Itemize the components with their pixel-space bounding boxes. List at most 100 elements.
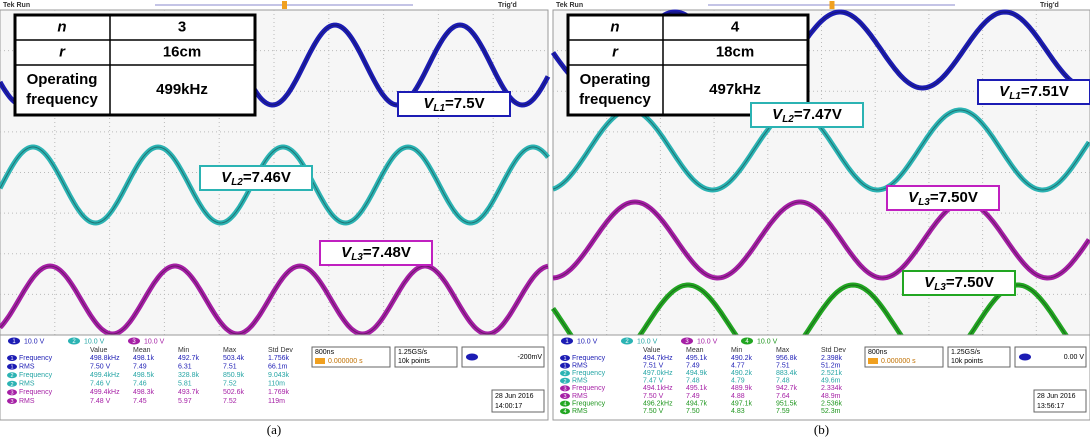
measure-cell: 498.5k [133, 372, 155, 379]
measure-name: Frequency [572, 385, 606, 392]
status-right: Trig'd [1040, 2, 1059, 9]
measure-channel: 1 [10, 365, 13, 371]
measure-cell: 4.79 [731, 378, 745, 385]
measure-cell: 7.51 [776, 362, 790, 369]
measure-cell: 494.7kHz [643, 355, 673, 362]
measure-cell: 1.756k [268, 355, 290, 362]
measure-cell: 494.7k [686, 400, 708, 407]
timebase: 800ns [868, 349, 888, 356]
measure-name: Frequency [19, 389, 53, 396]
measure-cell: 52.3m [821, 408, 841, 415]
status-right: Trig'd [498, 2, 517, 9]
measure-header: Value [643, 347, 660, 354]
voltage-label: VL1=7.5V [423, 95, 484, 114]
measure-cell: 7.50 V [90, 363, 111, 370]
measure-cell: 4.83 [731, 408, 745, 415]
trigger-level: 0.00 V [1064, 354, 1085, 361]
voltage-subscript: L1 [433, 103, 445, 114]
measure-cell: 499.4kHz [90, 372, 120, 379]
measure-name: RMS [572, 408, 588, 415]
scope-panel: Tek RunTrig'dn3r16cmOperatingfrequency49… [0, 0, 548, 437]
measure-cell: 7.64 [776, 393, 790, 400]
param-value: 16cm [163, 43, 201, 60]
channel-scale: 10.0 V [144, 338, 165, 345]
param-table: n4r18cmOperatingfrequency497kHz [568, 15, 808, 115]
status-left: Tek Run [3, 2, 30, 9]
date: 28 Jun 2016 [1037, 393, 1076, 400]
offset: 0.000000 s [328, 358, 363, 365]
measure-name: Frequency [572, 355, 606, 362]
measure-cell: 7.45 [133, 398, 147, 405]
measure-channel: 4 [563, 402, 566, 408]
param-key: frequency [26, 91, 98, 108]
status-left: Tek Run [556, 2, 583, 9]
measure-cell: 1.769k [268, 389, 290, 396]
voltage-value: =7.46V [243, 169, 291, 186]
measure-cell: 7.50 [686, 408, 700, 415]
measure-cell: 942.7k [776, 385, 798, 392]
voltage-value: =7.51V [1021, 83, 1069, 100]
trigger-marker [282, 1, 287, 9]
measure-cell: 7.46 V [90, 381, 111, 388]
trigger-badge [466, 354, 478, 361]
measure-header: Mean [133, 347, 151, 354]
channel-scale: 10.0 V [24, 338, 45, 345]
offset-marker [868, 358, 878, 364]
voltage-subscript: L3 [918, 197, 930, 208]
measure-name: Frequency [19, 372, 53, 379]
measure-cell: 883.4k [776, 370, 798, 377]
voltage-subscript: L1 [1009, 91, 1021, 102]
measure-channel: 2 [10, 373, 13, 379]
channel-scale: 10.0 V [84, 338, 105, 345]
measure-cell: 497.0kHz [643, 370, 673, 377]
measure-cell: 5.97 [178, 398, 192, 405]
voltage-value: =7.47V [794, 106, 842, 123]
measure-cell: 499.4kHz [90, 389, 120, 396]
measure-cell: 7.52 [223, 398, 237, 405]
measure-channel: 3 [10, 390, 13, 396]
offset-marker [315, 358, 325, 364]
measure-cell: 7.49 [686, 362, 700, 369]
measure-cell: 951.5k [776, 400, 798, 407]
measure-cell: 490.2k [731, 370, 753, 377]
measure-cell: 956.8k [776, 355, 798, 362]
trigger-badge [1019, 354, 1031, 361]
measure-cell: 7.50 V [643, 408, 664, 415]
measure-cell: 496.2kHz [643, 400, 673, 407]
measure-cell: 66.1m [268, 363, 288, 370]
measure-header: Max [776, 347, 790, 354]
measure-name: RMS [572, 362, 588, 369]
voltage-subscript: L3 [934, 282, 946, 293]
param-key: frequency [579, 91, 651, 108]
measure-cell: 490.2k [731, 355, 753, 362]
param-value: 497kHz [709, 81, 761, 98]
measure-cell: 2.536k [821, 400, 843, 407]
measure-channel: 2 [563, 371, 566, 377]
measure-cell: 6.31 [178, 363, 192, 370]
measure-cell: 497.1k [731, 400, 753, 407]
measure-cell: 7.46 [133, 381, 147, 388]
measure-channel: 2 [10, 382, 13, 388]
measure-header: Std Dev [268, 347, 293, 354]
channel-scale: 10.0 V [757, 338, 778, 345]
measure-name: RMS [19, 381, 35, 388]
measure-cell: 7.49 [133, 363, 147, 370]
measure-name: RMS [19, 398, 35, 405]
measure-header: Min [178, 347, 189, 354]
measure-header: Value [90, 347, 107, 354]
measure-cell: 498.1k [133, 355, 155, 362]
voltage-subscript: L3 [351, 252, 363, 263]
measure-channel: 3 [10, 399, 13, 405]
measure-cell: 51.2m [821, 362, 841, 369]
measure-cell: 328.8k [178, 372, 200, 379]
sample-rate: 1.25GS/s [398, 349, 428, 356]
measure-name: Frequency [572, 370, 606, 377]
measure-cell: 2.334k [821, 385, 843, 392]
measure-cell: 7.48 V [90, 398, 111, 405]
param-value: 3 [178, 18, 186, 35]
param-key: Operating [580, 71, 651, 88]
time: 14:00:17 [495, 403, 522, 410]
measure-header: Min [731, 347, 742, 354]
voltage-subscript: L2 [782, 114, 794, 125]
measure-cell: 493.7k [178, 389, 200, 396]
